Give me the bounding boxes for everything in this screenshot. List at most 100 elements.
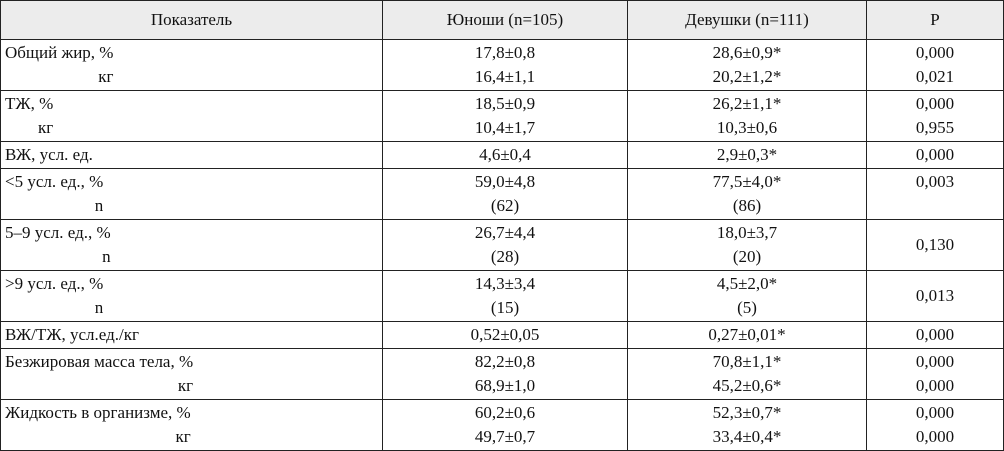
cell-line: 0,000 bbox=[915, 145, 955, 164]
cell-line: 14,3±3,4 bbox=[474, 274, 536, 293]
table-cell: Безжировая масса тела, % кг bbox=[0, 348, 383, 400]
cell-line: 16,4±1,1 bbox=[474, 67, 536, 86]
cell-line: 0,000 bbox=[915, 325, 955, 344]
cell-line: (15) bbox=[490, 298, 520, 317]
cell-line: 59,0±4,8 bbox=[474, 172, 536, 191]
table-cell: 0,000 0,021 bbox=[866, 39, 1004, 91]
table-cell: 0,27±0,01* bbox=[627, 321, 867, 349]
cell-line: 0,130 bbox=[915, 235, 955, 254]
cell-line: 0,000 bbox=[915, 427, 955, 446]
cell-line: (28) bbox=[490, 247, 520, 266]
cell-line: 82,2±0,8 bbox=[474, 352, 536, 371]
cell-line: ВЖ, усл. ед. bbox=[5, 145, 93, 164]
table-cell: 14,3±3,4 (15) bbox=[382, 270, 628, 322]
cell-line: (62) bbox=[490, 196, 520, 215]
label-block: 5–9 усл. ед., % n bbox=[5, 221, 111, 269]
cell-line: n bbox=[102, 247, 111, 266]
table-cell: Жидкость в организме, % кг bbox=[0, 399, 383, 451]
table-cell: 28,6±0,9* 20,2±1,2* bbox=[627, 39, 867, 91]
cell-line: 18,0±3,7 bbox=[716, 223, 778, 242]
cell-line: 0,000 bbox=[915, 43, 955, 62]
label-block: <5 усл. ед., % n bbox=[5, 170, 103, 218]
cell-line: кг bbox=[177, 376, 194, 395]
cell-line: 0,021 bbox=[915, 67, 955, 86]
cell-line: 26,2±1,1* bbox=[712, 94, 782, 113]
table-cell: 0,000 bbox=[866, 141, 1004, 169]
table-cell: 0,000 0,955 bbox=[866, 90, 1004, 142]
table-row: Безжировая масса тела, % кг 82,2±0,8 68,9±1… bbox=[0, 348, 1004, 400]
table-cell: 5–9 усл. ед., % n bbox=[0, 219, 383, 271]
cell-line: 49,7±0,7 bbox=[474, 427, 536, 446]
cell-line: 28,6±0,9* bbox=[712, 43, 782, 62]
cell-line: >9 усл. ед., % bbox=[5, 274, 104, 293]
table-cell: 60,2±0,6 49,7±0,7 bbox=[382, 399, 628, 451]
cell-line: 0,000 bbox=[915, 376, 955, 395]
label-block: >9 усл. ед., % n bbox=[5, 272, 103, 320]
table-cell: 82,2±0,8 68,9±1,0 bbox=[382, 348, 628, 400]
table-cell: 18,5±0,9 10,4±1,7 bbox=[382, 90, 628, 142]
cell-line: 33,4±0,4* bbox=[712, 427, 782, 446]
cell-line: 0,27±0,01* bbox=[708, 325, 786, 344]
cell-line: ТЖ, % bbox=[5, 94, 54, 113]
cell-line: 0,52±0,05 bbox=[470, 325, 540, 344]
cell-line: кг bbox=[98, 67, 114, 86]
table-cell: ТЖ, % кг bbox=[0, 90, 383, 142]
label-block: Безжировая масса тела, % кг bbox=[5, 350, 193, 398]
cell-line: кг bbox=[38, 118, 54, 137]
table-cell: 4,5±2,0* (5) bbox=[627, 270, 867, 322]
table-body: Общий жир, % кг 17,8±0,8 16,4±1,1 28,6±0,9* 2… bbox=[0, 39, 1004, 451]
header-row: Показатель Юноши (n=105) Девушки (n=111) P bbox=[0, 0, 1004, 40]
table-cell: 0,003 bbox=[866, 168, 1004, 220]
table-cell: 0,52±0,05 bbox=[382, 321, 628, 349]
table-row: ВЖ, усл. ед. 4,6±0,4 2,9±0,3* 0,000 bbox=[0, 141, 1004, 169]
label-block: ТЖ, % кг bbox=[5, 92, 53, 140]
label-block: ВЖ, усл. ед. bbox=[5, 143, 93, 167]
cell-line: 70,8±1,1* bbox=[712, 352, 782, 371]
cell-line: 68,9±1,0 bbox=[474, 376, 536, 395]
table-cell: 0,000 0,000 bbox=[866, 399, 1004, 451]
table-row: Общий жир, % кг 17,8±0,8 16,4±1,1 28,6±0,9* 2… bbox=[0, 39, 1004, 91]
table-row: ВЖ/ТЖ, усл.ед./кг 0,52±0,05 0,27±0,01* 0,00… bbox=[0, 321, 1004, 349]
label-block: Жидкость в организме, % кг bbox=[5, 401, 191, 449]
cell-line: 0,000 bbox=[915, 352, 955, 371]
table-cell: 2,9±0,3* bbox=[627, 141, 867, 169]
table-row: 5–9 усл. ед., % n 26,7±4,4 (28) 18,0±3,7 (20)… bbox=[0, 219, 1004, 271]
table-cell: 4,6±0,4 bbox=[382, 141, 628, 169]
cell-line: (86) bbox=[732, 196, 762, 215]
cell-line: 0,003 bbox=[915, 172, 955, 191]
cell-line: 5–9 усл. ед., % bbox=[5, 223, 111, 242]
table-cell: 26,2±1,1* 10,3±0,6 bbox=[627, 90, 867, 142]
cell-line: (20) bbox=[732, 247, 762, 266]
table-cell: Общий жир, % кг bbox=[0, 39, 383, 91]
table-cell: 26,7±4,4 (28) bbox=[382, 219, 628, 271]
header-cell: Девушки (n=111) bbox=[627, 0, 867, 40]
cell-line: 0,955 bbox=[915, 118, 955, 137]
table-cell: 0,013 bbox=[866, 270, 1004, 322]
cell-line: <5 усл. ед., % bbox=[5, 172, 104, 191]
cell-line: 60,2±0,6 bbox=[474, 403, 536, 422]
table-cell: 0,000 bbox=[866, 321, 1004, 349]
table-cell: 0,000 0,000 bbox=[866, 348, 1004, 400]
cell-line: 45,2±0,6* bbox=[712, 376, 782, 395]
table-row: <5 усл. ед., % n 59,0±4,8 (62) 77,5±4,0* (86)… bbox=[0, 168, 1004, 220]
cell-line: n bbox=[94, 196, 104, 215]
table-cell: <5 усл. ед., % n bbox=[0, 168, 383, 220]
label-block: ВЖ/ТЖ, усл.ед./кг bbox=[5, 323, 139, 347]
cell-line: 18,5±0,9 bbox=[474, 94, 536, 113]
cell-line: 4,5±2,0* bbox=[716, 274, 778, 293]
cell-line: ВЖ/ТЖ, усл.ед./кг bbox=[5, 325, 139, 344]
cell-line: 17,8±0,8 bbox=[474, 43, 536, 62]
cell-line: 10,3±0,6 bbox=[716, 118, 778, 137]
table-row: Жидкость в организме, % кг 60,2±0,6 49,7±0,… bbox=[0, 399, 1004, 451]
cell-line: 2,9±0,3* bbox=[716, 145, 778, 164]
header-cell: P bbox=[866, 0, 1004, 40]
table-cell: 17,8±0,8 16,4±1,1 bbox=[382, 39, 628, 91]
header-cell: Показатель bbox=[0, 0, 383, 40]
cell-line: 0,000 bbox=[915, 94, 955, 113]
cell-line: 77,5±4,0* bbox=[712, 172, 782, 191]
table-cell: 70,8±1,1* 45,2±0,6* bbox=[627, 348, 867, 400]
table-cell: ВЖ/ТЖ, усл.ед./кг bbox=[0, 321, 383, 349]
cell-line: 10,4±1,7 bbox=[474, 118, 536, 137]
